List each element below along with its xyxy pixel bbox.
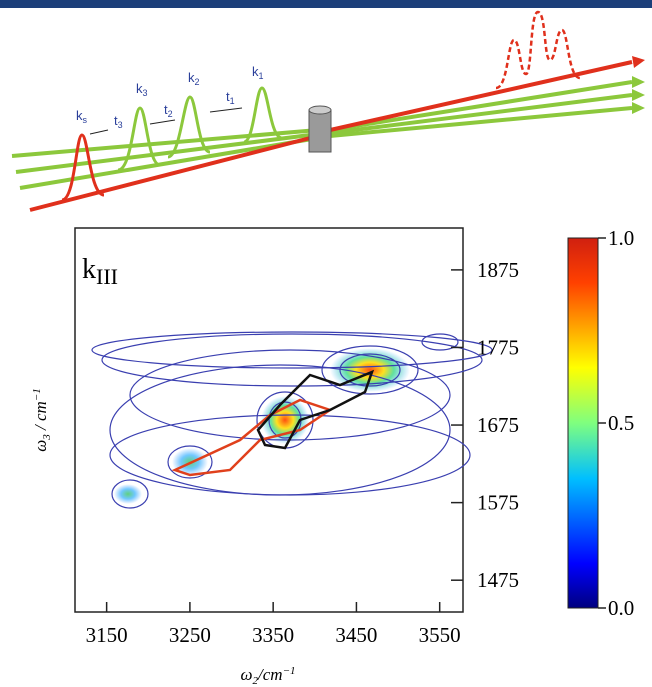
- y-axis-label: ω3 / cm−1: [31, 388, 53, 452]
- colorbar-tick-label: 1.0: [608, 226, 634, 250]
- colorbar-tick-label: 0.0: [608, 596, 634, 620]
- x-tick-label: 3450: [335, 623, 377, 647]
- beam-label: t2: [164, 102, 173, 119]
- x-tick-label: 3250: [169, 623, 211, 647]
- y-tick-label: 1875: [477, 258, 519, 282]
- beam-label: t1: [226, 89, 235, 106]
- top-band: [0, 0, 652, 8]
- contours: [91, 331, 493, 509]
- beam-label: k1: [252, 64, 264, 81]
- colorbar-tick-label: 0.5: [608, 411, 634, 435]
- y-tick-label: 1575: [477, 491, 519, 515]
- x-tick-label: 3150: [86, 623, 128, 647]
- colorbar: [567, 237, 599, 609]
- beam-label: k2: [188, 70, 200, 87]
- beam-label: t3: [114, 113, 123, 130]
- y-tick-label: 1475: [477, 568, 519, 592]
- beam-diagram: [11, 10, 645, 212]
- beam-label: k3: [136, 81, 148, 98]
- x-tick-label: 3350: [252, 623, 294, 647]
- x-axis-label: ω2/cm−1: [241, 665, 296, 687]
- y-tick-label: 1775: [477, 335, 519, 359]
- x-tick-label: 3550: [419, 623, 461, 647]
- y-tick-label: 1675: [477, 413, 519, 437]
- beam-label: ks: [76, 108, 88, 125]
- panel-label: kIII: [82, 254, 118, 289]
